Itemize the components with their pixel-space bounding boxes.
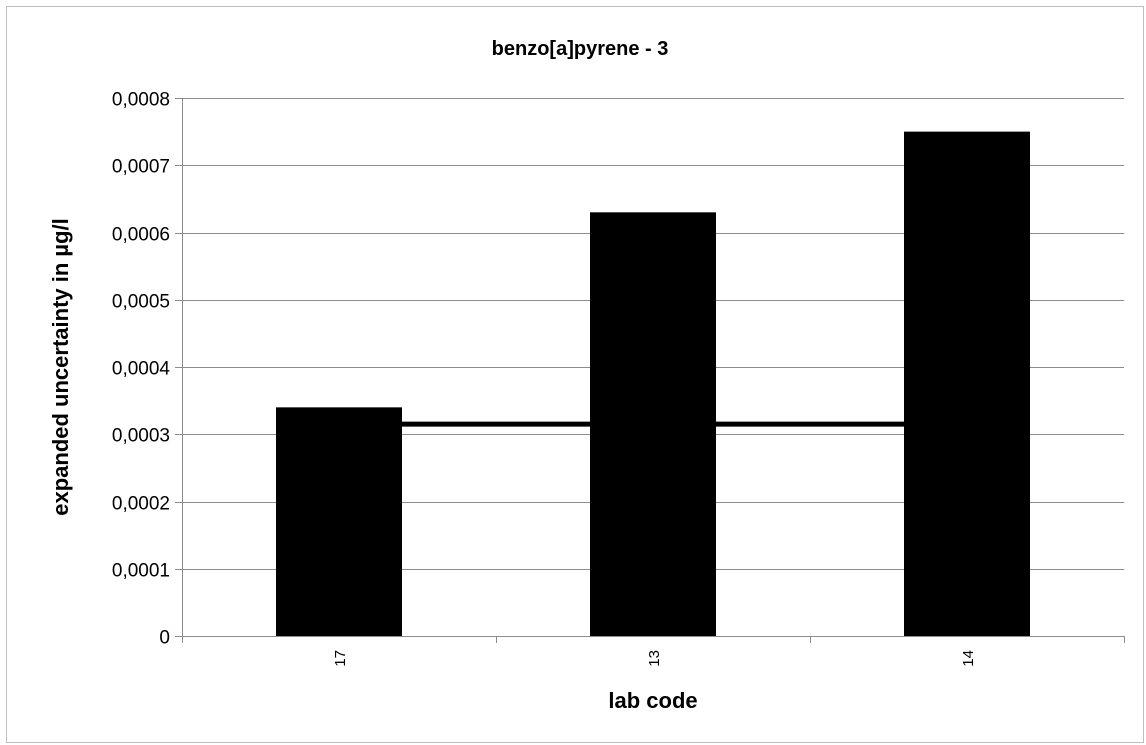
y-tick-label: 0,0008 [112, 90, 170, 111]
y-tick-label: 0 [159, 628, 170, 649]
axes [175, 98, 1125, 643]
x-tick-label: 17 [332, 650, 349, 667]
y-tick-label: 0,0001 [112, 561, 170, 582]
bars [276, 131, 1030, 636]
chart-title: benzo[a]pyrene - 3 [492, 38, 669, 60]
y-tick-label: 0,0005 [112, 292, 170, 313]
y-tick-label: 0,0006 [112, 225, 170, 246]
y-tick-labels: 0 0,0001 0,0002 0,0003 0,0004 0,0005 0,0006 0,0… [112, 90, 171, 649]
y-tick-label: 0,0002 [112, 494, 170, 515]
x-tick-label: 13 [646, 650, 663, 667]
x-axis-title: lab code [608, 688, 697, 713]
bar-14 [904, 131, 1030, 636]
y-tick-label: 0,0003 [112, 426, 170, 447]
y-axis-title: expanded uncertainty in µg/l [48, 218, 73, 516]
x-tick-label: 14 [960, 650, 977, 667]
bar-17 [276, 407, 402, 636]
y-tick-label: 0,0004 [112, 359, 171, 380]
x-tick-labels: 17 13 14 [332, 650, 977, 667]
y-tick-label: 0,0007 [112, 157, 170, 178]
